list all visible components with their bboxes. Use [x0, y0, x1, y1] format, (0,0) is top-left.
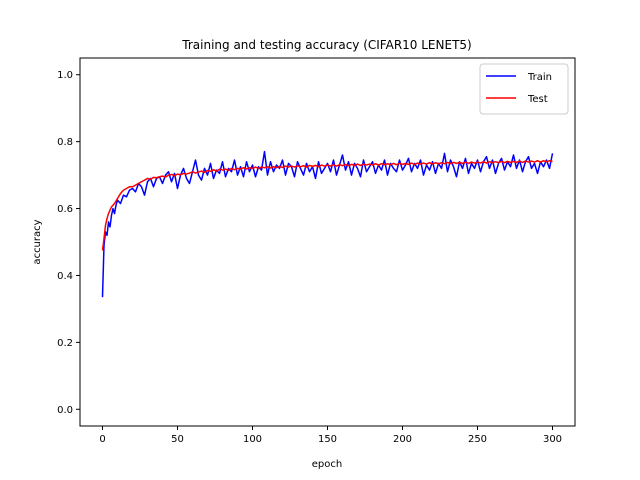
legend-label-train: Train [527, 72, 552, 83]
chart-title: Training and testing accuracy (CIFAR10 L… [181, 38, 471, 52]
y-axis-ticks: 0.0 0.2 0.4 0.6 0.8 1.0 [57, 70, 80, 416]
y-tick-label: 0.4 [57, 271, 73, 282]
y-axis-label: accuracy [32, 219, 43, 264]
x-tick-label: 0 [99, 434, 105, 445]
series-layer [101, 150, 554, 298]
x-tick-label: 200 [393, 434, 412, 445]
y-tick-label: 1.0 [57, 70, 73, 81]
x-tick-label: 250 [468, 434, 487, 445]
series-line-test [101, 159, 553, 251]
y-tick-label: 0.2 [57, 338, 73, 349]
y-tick-label: 0.0 [57, 405, 73, 416]
x-tick-label: 50 [171, 434, 184, 445]
x-tick-label: 100 [243, 434, 262, 445]
x-axis-ticks: 0 50 100 150 200 250 300 [99, 426, 562, 445]
y-tick-label: 0.6 [57, 204, 73, 215]
x-axis-label: epoch [312, 459, 342, 470]
x-tick-label: 300 [543, 434, 562, 445]
y-tick-label: 0.8 [57, 137, 73, 148]
legend-box [479, 63, 569, 115]
legend: Train Test [479, 63, 569, 115]
legend-label-test: Test [527, 94, 548, 105]
x-tick-label: 150 [318, 434, 337, 445]
